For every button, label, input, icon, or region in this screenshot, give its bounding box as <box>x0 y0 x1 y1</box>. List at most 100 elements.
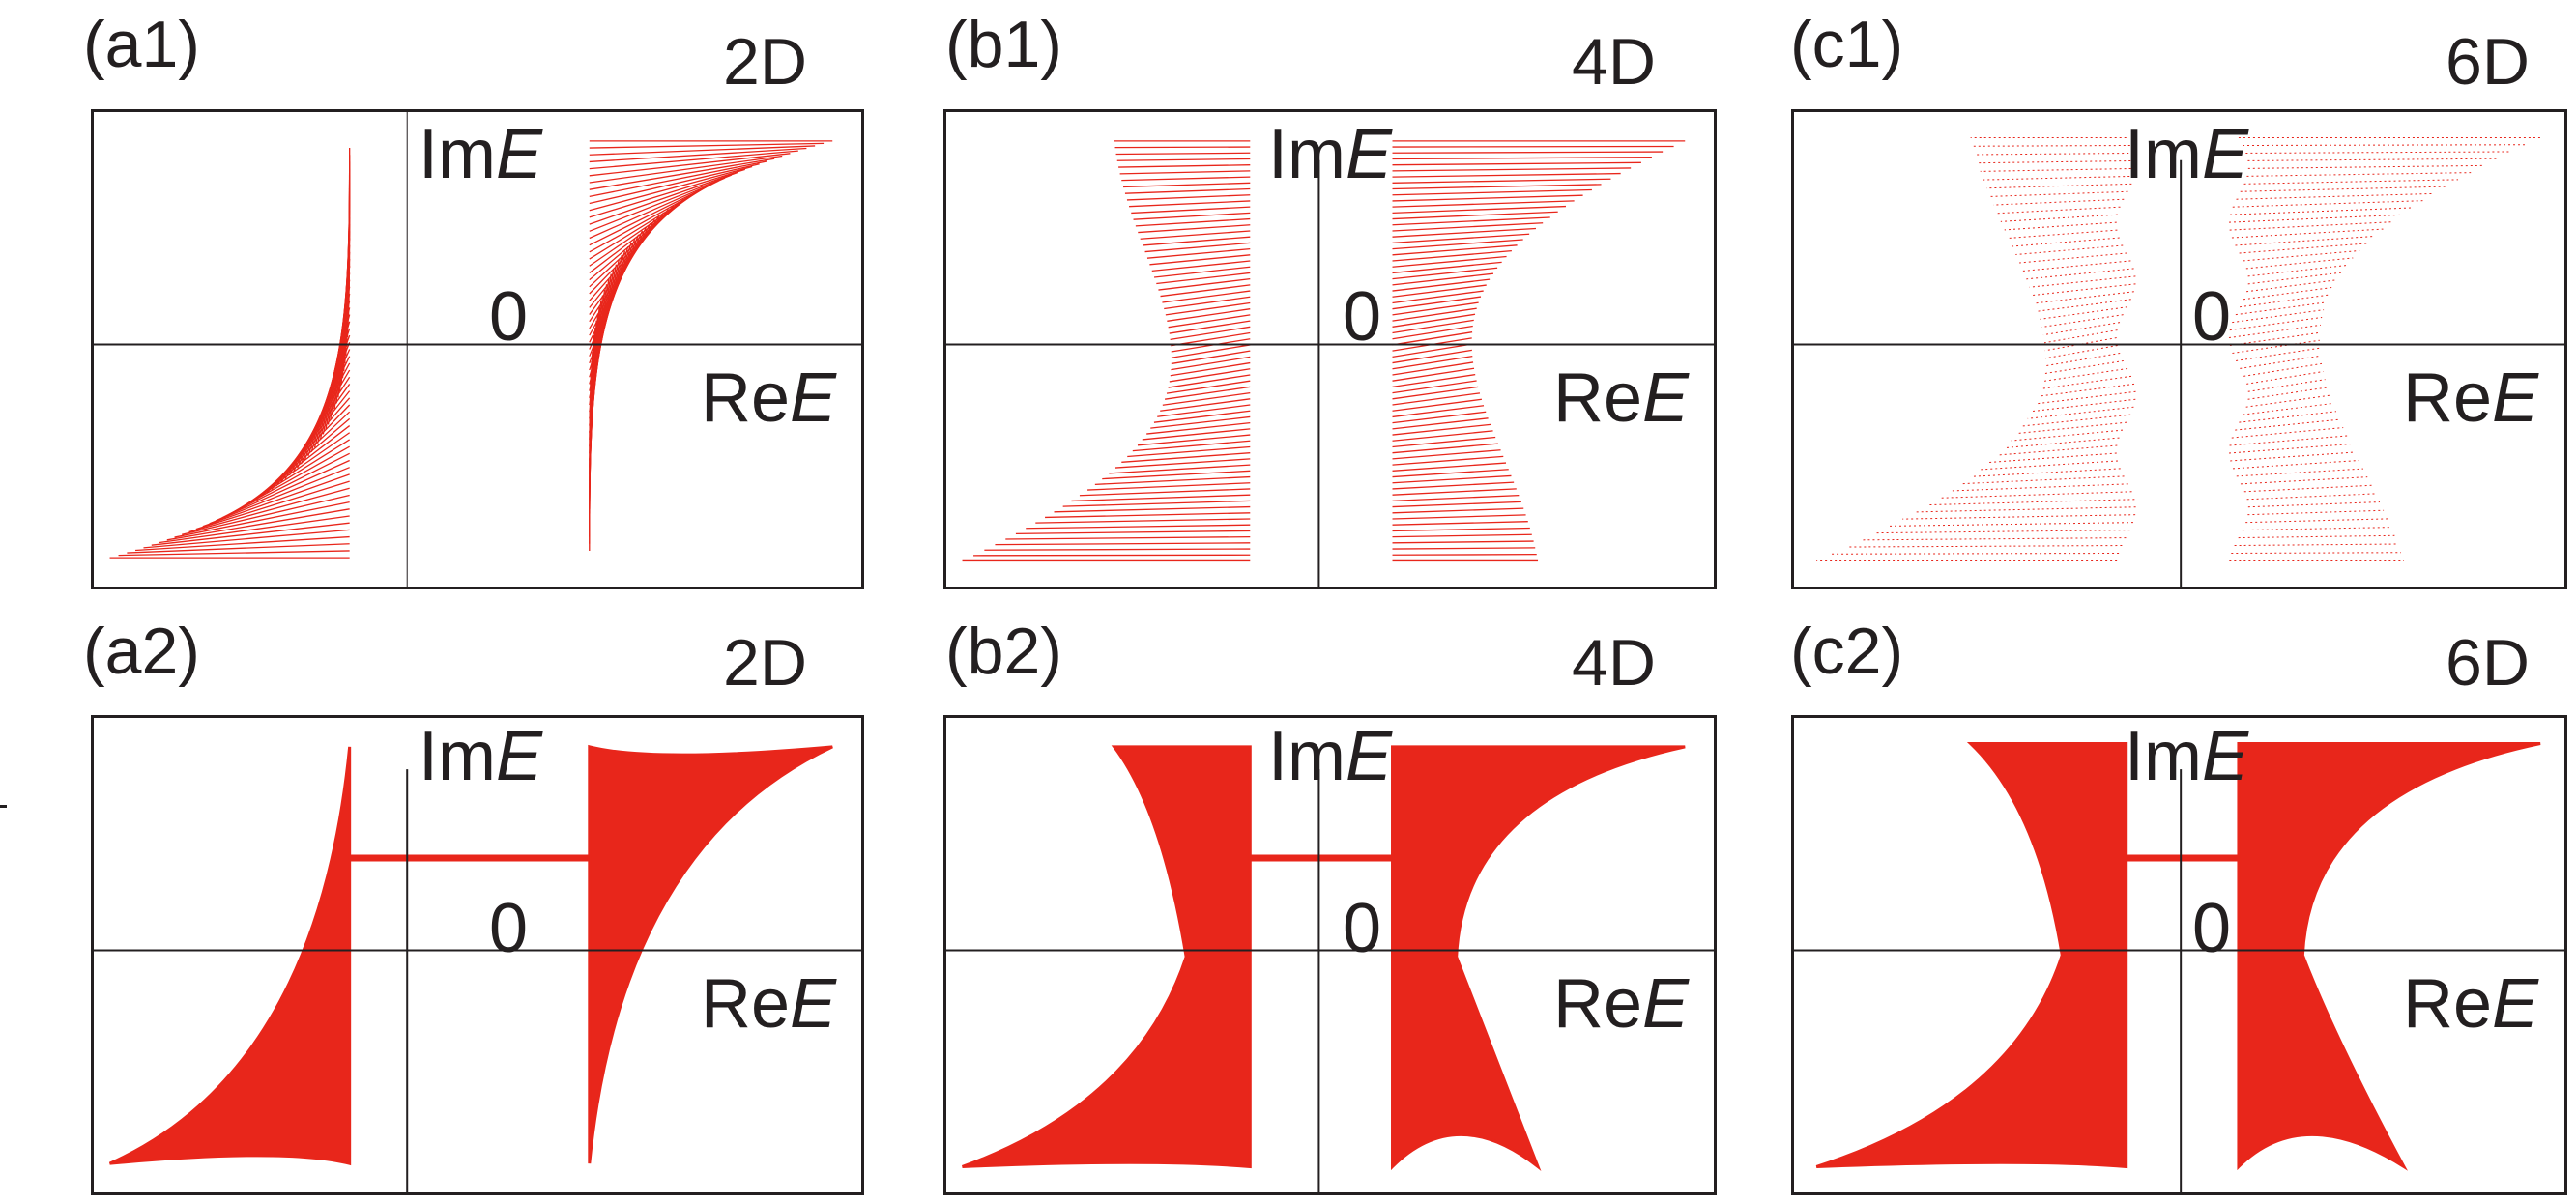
spectrum-ray <box>1118 164 1251 168</box>
spectrum-a2 <box>108 744 833 1166</box>
spectrum-ray <box>1135 217 1251 227</box>
spectrum-ray <box>2026 268 2134 280</box>
spectrum-ray <box>1153 266 1251 278</box>
spectrum-ray <box>2240 355 2321 369</box>
spectrum-ray <box>209 467 350 525</box>
complex-plane-axes <box>1794 769 2564 1192</box>
spectrum-ray <box>1983 175 2135 181</box>
spectrum-lobe-b2-1 <box>962 745 1252 1169</box>
spectrum-ray <box>589 142 825 149</box>
spectrum-ray <box>1392 151 1664 154</box>
spectrum-ray <box>1392 355 1473 370</box>
spectrum-ray <box>1087 482 1251 491</box>
spectrum-ray <box>1121 176 1251 182</box>
spectrum-ray <box>1392 521 1528 526</box>
spectrum-ray <box>1392 325 1473 340</box>
spectrum-ray <box>1972 145 2130 147</box>
spectrum-ray <box>1392 386 1479 400</box>
spectrum-region <box>1815 742 2128 1169</box>
spectrum-ray <box>227 445 350 516</box>
spectrum-ray <box>202 473 350 528</box>
spectrum-ray <box>589 147 807 163</box>
spectrum-ray <box>234 439 351 513</box>
spectrum-ray <box>1392 211 1558 220</box>
spectrum-ray <box>1071 494 1251 502</box>
spectrum-ray <box>1993 198 2125 206</box>
spectrum-ray <box>1970 468 2121 477</box>
panel-label-b2: (b2) <box>945 615 1062 688</box>
spectrum-ray <box>1167 308 1251 322</box>
spectrum-a1 <box>109 140 833 559</box>
spectrum-ray <box>1392 261 1502 274</box>
spectrum-ray <box>2032 398 2136 413</box>
spectrum-plot-c1: ImE 0 ReE <box>1791 109 2567 589</box>
spectrum-ray <box>2012 237 2120 247</box>
spectrum-ray <box>2041 314 2124 328</box>
spectrum-lobe-b2-2 <box>1391 745 1686 1172</box>
spectrum-ray <box>151 522 350 546</box>
spectrum-ray <box>2238 534 2395 539</box>
spectrum-ray <box>1094 475 1251 485</box>
spectrum-ray <box>2246 279 2337 293</box>
spectrum-ray <box>2247 379 2326 392</box>
spectrum-plot-b2: ImE 0 ReE <box>943 715 1717 1195</box>
spectrum-ray <box>1392 194 1583 202</box>
spectrum-ray <box>1392 547 1536 550</box>
spectrum-ray <box>589 153 791 177</box>
complex-plane-axes <box>94 769 861 1192</box>
spectrum-plot-c2-canvas <box>1794 742 2564 1192</box>
spectrum-ray <box>1116 158 1251 161</box>
complex-plane-axes <box>946 769 1714 1192</box>
spectrum-ray <box>1392 540 1534 544</box>
panel-label-c1: (c1) <box>1790 8 1904 81</box>
spectrum-ray <box>1927 499 2135 506</box>
spectrum-ray <box>1392 481 1515 490</box>
imag-axis-label-b1: ImE <box>1268 116 1393 193</box>
spectrum-ray <box>188 487 350 533</box>
spectrum-ray <box>1131 206 1251 215</box>
spectrum-ray <box>1975 152 2134 156</box>
spectrum-lobe-c1-1 <box>1816 137 2136 561</box>
origin-label-a2: 0 <box>489 890 529 967</box>
spectrum-ray <box>1392 361 1474 376</box>
spectrum-region <box>108 746 352 1166</box>
spectrum-ray <box>2247 164 2484 169</box>
spectrum-ray <box>1169 368 1251 383</box>
real-axis-label-a2: ReE <box>701 965 837 1043</box>
spectrum-ray <box>1392 436 1496 448</box>
spectrum-ray <box>1157 404 1251 417</box>
spectrum-plot-a1: ImE 0 ReE <box>91 109 864 589</box>
spectrum-ray <box>2229 435 2348 446</box>
spectrum-ray <box>221 452 350 519</box>
spectrum-ray <box>1915 506 2136 513</box>
spectrum-ray <box>1170 326 1251 341</box>
spectrum-ray <box>2029 275 2136 288</box>
spectrum-ray <box>1392 319 1474 334</box>
spectrum-ray <box>1114 146 1251 149</box>
spectrum-ray <box>1115 152 1251 156</box>
spectrum-ray <box>2246 172 2472 177</box>
spectrum-ray <box>2035 291 2134 304</box>
spectrum-ray <box>1392 380 1477 394</box>
spectrum-plot-a2: ImE 0 ReE <box>91 715 864 1195</box>
spectrum-ray <box>2243 362 2323 377</box>
spectrum-ray <box>2243 249 2360 262</box>
spectrum-ray <box>1035 518 1251 524</box>
spectrum-ray <box>1392 222 1544 232</box>
spectrum-ray <box>2243 179 2459 185</box>
spectrum-ray <box>2246 493 2376 501</box>
spectrum-ray <box>1114 458 1251 469</box>
spectrum-ray <box>127 543 350 554</box>
spectrum-ray <box>1392 216 1550 226</box>
spectrum-ray <box>1392 178 1611 184</box>
spectrum-ray <box>2228 324 2321 339</box>
spectrum-ray <box>1392 349 1472 364</box>
imag-axis-label-a1: ImE <box>419 116 543 193</box>
spectrum-ray <box>1392 227 1537 238</box>
spectrum-ray <box>1846 545 2123 548</box>
spectrum-ray <box>1392 423 1491 436</box>
spectrum-ray <box>1392 205 1567 215</box>
spectrum-ray <box>1392 172 1621 178</box>
spectrum-lobe-c2-1 <box>1815 742 2128 1169</box>
spectrum-ray <box>2044 345 2118 359</box>
